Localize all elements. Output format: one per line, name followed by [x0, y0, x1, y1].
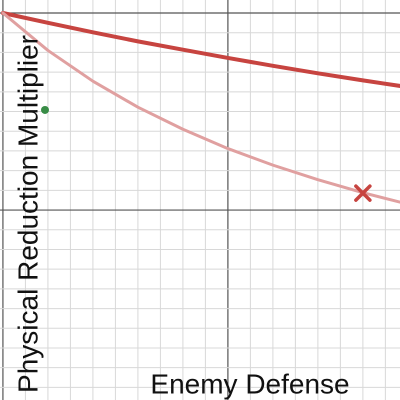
y-axis-label: Physical Reduction Multiplier — [12, 35, 43, 393]
curve — [0, 11, 400, 88]
plot-area — [0, 11, 400, 204]
point — [40, 105, 49, 114]
x-axis-label: Enemy Defense — [150, 368, 349, 399]
cross-marker — [354, 184, 372, 202]
curve — [1, 11, 400, 204]
